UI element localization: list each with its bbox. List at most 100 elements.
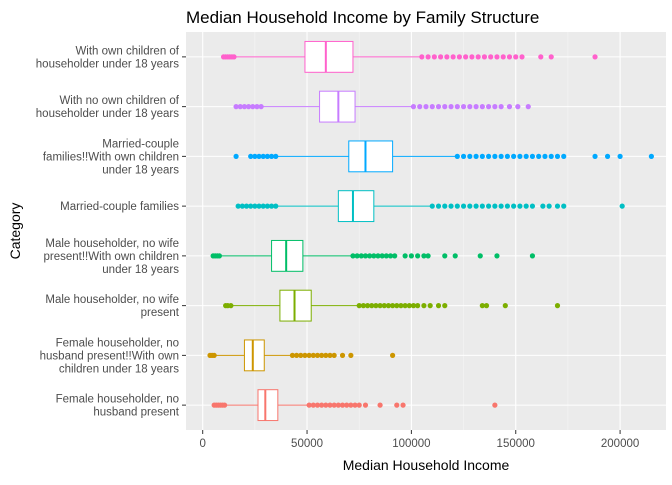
box — [279, 289, 312, 322]
y-tick-label: Married-couple families!!With own childre… — [43, 138, 179, 176]
outlier-point — [237, 104, 243, 110]
y-tick-label-line: present!!With own children — [43, 251, 179, 263]
outlier-point — [548, 54, 554, 60]
box — [304, 40, 354, 73]
outlier-point — [506, 104, 513, 110]
box-series — [220, 40, 598, 73]
outlier-point — [467, 203, 473, 209]
outlier-point — [235, 203, 241, 209]
outlier-point — [486, 153, 492, 159]
outlier-point — [252, 203, 258, 209]
outlier-point — [419, 54, 425, 60]
outlier-point — [260, 153, 266, 159]
outlier-point — [387, 253, 394, 259]
outlier-point — [492, 153, 498, 159]
y-tick-label: Married-couple families — [60, 201, 179, 213]
outlier-point — [415, 253, 421, 259]
outlier-point — [442, 303, 448, 309]
box — [348, 140, 394, 173]
box — [243, 339, 265, 372]
outlier-point — [423, 104, 429, 110]
y-tick-label-line: Male householder, no wife — [45, 238, 179, 250]
outlier-point — [561, 203, 567, 209]
y-tick-label-line: householder under 18 years — [36, 58, 179, 70]
outlier-point — [233, 153, 239, 159]
outlier-point — [517, 203, 523, 209]
outlier-point — [435, 203, 442, 209]
outlier-point — [498, 153, 504, 159]
outlier-point — [429, 203, 435, 209]
outlier-point — [519, 54, 525, 60]
y-tick-label-line: husband present!!With own — [40, 350, 179, 362]
outlier-point — [561, 153, 567, 159]
outlier-point — [394, 402, 400, 408]
outlier-point — [264, 203, 270, 209]
outlier-point — [273, 153, 279, 159]
outlier-point — [352, 402, 358, 408]
outlier-point — [350, 253, 356, 259]
outlier-point — [241, 104, 248, 110]
outlier-point — [256, 153, 262, 159]
outlier-point — [473, 203, 479, 209]
outlier-point — [479, 303, 485, 309]
y-tick-label-line: under 18 years — [102, 264, 179, 276]
outlier-point — [356, 402, 362, 408]
outlier-point — [398, 303, 404, 309]
outlier-point — [467, 104, 473, 110]
y-tick-label: With own children of householder under 18… — [36, 45, 180, 70]
x-tick-label: 50000 — [291, 438, 323, 450]
outlier-point — [523, 203, 529, 209]
x-tick-label: 0 — [199, 438, 205, 450]
outlier-point — [540, 203, 546, 209]
outlier-point — [542, 153, 548, 159]
outlier-point — [448, 203, 454, 209]
outlier-point — [385, 303, 392, 309]
outlier-point — [452, 253, 458, 259]
outlier-point — [429, 104, 435, 110]
x-tick-label: 200000 — [601, 438, 639, 450]
outlier-point — [331, 402, 337, 408]
outlier-point — [362, 253, 369, 259]
outlier-point — [421, 253, 427, 259]
outlier-point — [381, 303, 387, 309]
outlier-point — [460, 203, 467, 209]
outlier-point — [211, 352, 217, 358]
outlier-point — [400, 402, 406, 408]
outlier-point — [260, 203, 266, 209]
y-tick-label: Female householder, no husband present!!W… — [40, 337, 180, 375]
outlier-point — [273, 203, 279, 209]
outlier-point — [515, 104, 521, 110]
outlier-point — [335, 402, 341, 408]
outlier-point — [369, 303, 375, 309]
outlier-point — [592, 54, 598, 60]
outlier-point — [435, 104, 442, 110]
y-axis: Female householder, no husband presentFem… — [36, 45, 186, 419]
outlier-point — [454, 153, 460, 159]
outlier-point — [463, 54, 469, 60]
box-series — [233, 90, 531, 123]
y-tick-label-line: householder under 18 years — [36, 108, 179, 120]
outlier-point — [538, 54, 544, 60]
y-tick-label-line: With no own children of — [59, 95, 179, 107]
outlier-point — [362, 402, 369, 408]
outlier-point — [402, 253, 408, 259]
outlier-point — [467, 153, 473, 159]
outlier-point — [517, 153, 523, 159]
outlier-point — [427, 303, 433, 309]
y-tick-label: Male householder, no wife present — [45, 294, 179, 319]
outlier-point — [421, 303, 427, 309]
outlier-point — [377, 402, 383, 408]
outlier-point — [488, 54, 494, 60]
outlier-point — [460, 104, 467, 110]
outlier-point — [222, 402, 228, 408]
outlier-point — [314, 402, 321, 408]
x-tick-label: 150000 — [497, 438, 535, 450]
outlier-point — [390, 303, 396, 309]
outlier-point — [306, 352, 312, 358]
outlier-point — [356, 303, 362, 309]
outlier-point — [494, 54, 500, 60]
outlier-point — [410, 303, 417, 309]
outlier-point — [360, 303, 366, 309]
outlier-point — [498, 203, 504, 209]
outlier-point — [481, 54, 488, 60]
